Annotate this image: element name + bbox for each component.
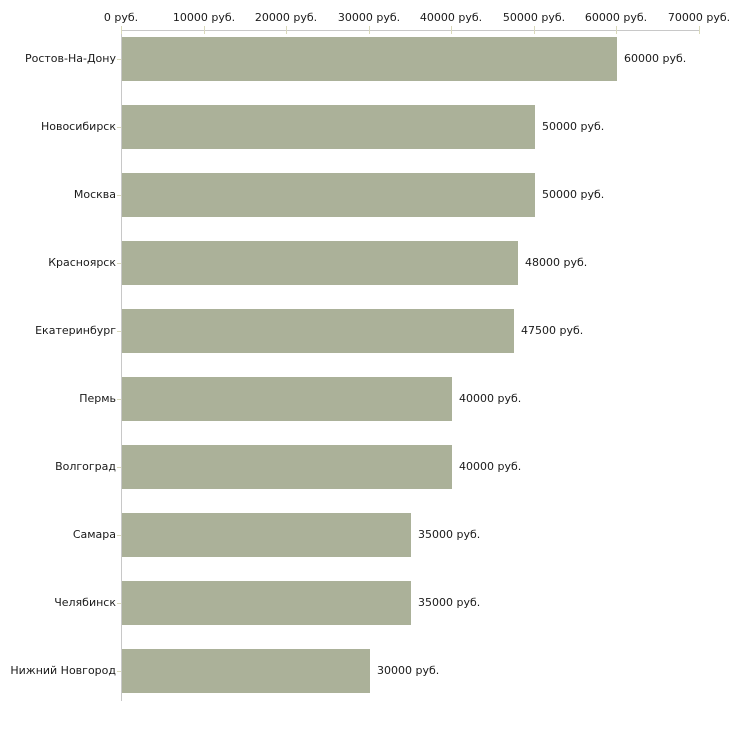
bar [122, 105, 535, 149]
bar [122, 377, 452, 421]
bar [122, 445, 452, 489]
category-label: Москва [73, 188, 116, 201]
x-axis-tick-label: 40000 руб. [419, 11, 483, 24]
category-label: Пермь [79, 392, 116, 405]
category-label: Самара [72, 528, 116, 541]
x-tick-mark [121, 26, 122, 34]
x-axis-tick-label: 0 руб. [103, 11, 139, 24]
x-tick-mark [204, 26, 205, 34]
y-tick-mark [117, 127, 121, 128]
x-tick-mark [616, 26, 617, 34]
bar [122, 309, 514, 353]
value-label: 40000 руб. [459, 392, 522, 405]
value-label: 35000 руб. [418, 528, 481, 541]
category-label: Ростов-На-Дону [24, 52, 116, 65]
y-tick-mark [117, 671, 121, 672]
x-axis-tick-label: 20000 руб. [254, 11, 318, 24]
x-tick-mark [451, 26, 452, 34]
value-label: 30000 руб. [377, 664, 440, 677]
y-tick-mark [117, 467, 121, 468]
x-tick-mark [286, 26, 287, 34]
bar [122, 513, 411, 557]
y-tick-mark [117, 195, 121, 196]
bar [122, 173, 535, 217]
x-tick-mark [369, 26, 370, 34]
category-label: Новосибирск [40, 120, 116, 133]
y-tick-mark [117, 59, 121, 60]
value-label: 40000 руб. [459, 460, 522, 473]
x-axis-line [121, 30, 699, 31]
y-axis-line [121, 30, 122, 701]
category-label: Красноярск [48, 256, 116, 269]
category-label: Екатеринбург [35, 324, 116, 337]
value-label: 47500 руб. [521, 324, 584, 337]
category-label: Волгоград [55, 460, 116, 473]
value-label: 60000 руб. [624, 52, 687, 65]
y-tick-mark [117, 263, 121, 264]
y-tick-mark [117, 331, 121, 332]
x-axis-tick-label: 10000 руб. [172, 11, 236, 24]
x-axis-tick-label: 60000 руб. [584, 11, 648, 24]
y-tick-mark [117, 535, 121, 536]
value-label: 48000 руб. [525, 256, 588, 269]
bar [122, 241, 518, 285]
x-tick-mark [534, 26, 535, 34]
x-axis-tick-label: 50000 руб. [502, 11, 566, 24]
y-tick-mark [117, 603, 121, 604]
value-label: 50000 руб. [542, 188, 605, 201]
category-label: Челябинск [54, 596, 116, 609]
bar [122, 37, 617, 81]
y-tick-mark [117, 399, 121, 400]
x-axis-tick-label: 70000 руб. [667, 11, 730, 24]
category-label: Нижний Новгород [10, 664, 116, 677]
x-tick-mark [699, 26, 700, 34]
bar [122, 581, 411, 625]
bar [122, 649, 370, 693]
value-label: 50000 руб. [542, 120, 605, 133]
x-axis-tick-label: 30000 руб. [337, 11, 401, 24]
value-label: 35000 руб. [418, 596, 481, 609]
